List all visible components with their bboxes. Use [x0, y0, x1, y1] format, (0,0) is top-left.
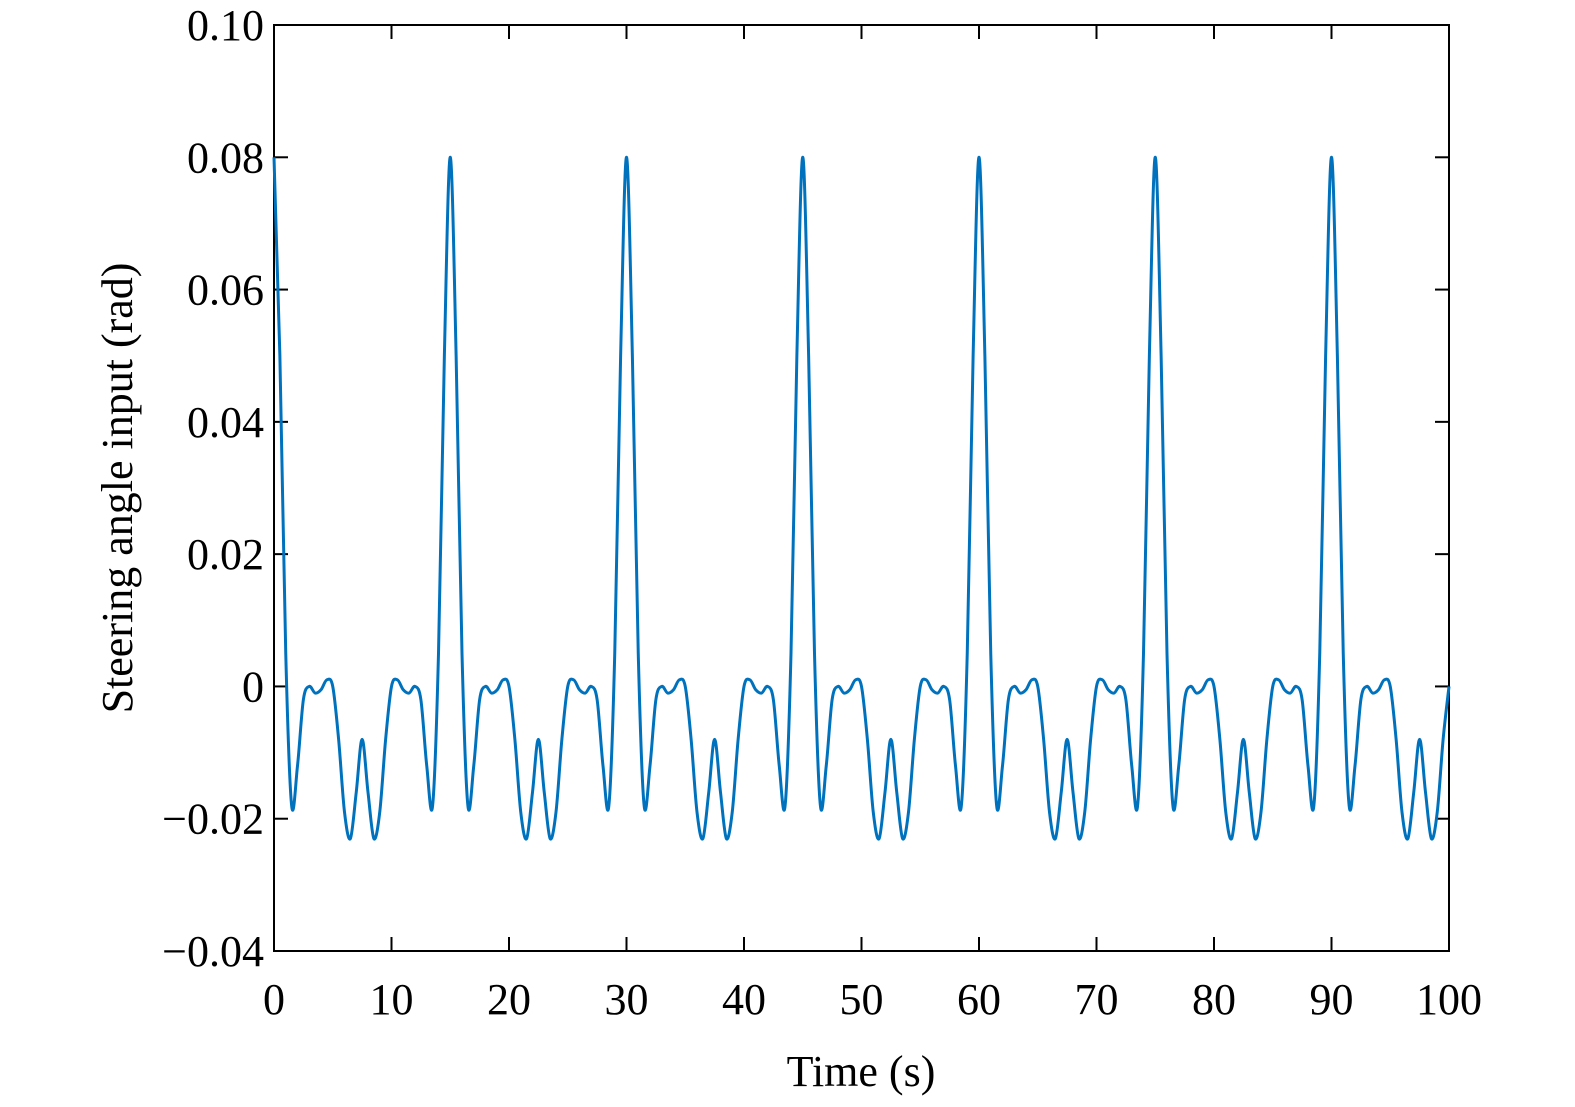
y-tick-label: 0 [242, 662, 264, 711]
x-tick-label: 100 [1416, 975, 1482, 1024]
x-tick-label: 20 [487, 975, 531, 1024]
x-axis-label: Time (s) [787, 1047, 936, 1096]
x-tick-label: 70 [1075, 975, 1119, 1024]
plot-frame [273, 24, 1450, 952]
data-line [272, 155, 1451, 841]
y-tick-label: 0.06 [187, 266, 264, 315]
y-tick-label: −0.02 [162, 795, 264, 844]
x-tick-label: 0 [263, 975, 285, 1024]
x-tick-label: 10 [370, 975, 414, 1024]
x-tick-label: 90 [1310, 975, 1354, 1024]
x-tick-label: 30 [605, 975, 649, 1024]
y-tick-label: 0.02 [187, 530, 264, 579]
y-tick-label: 0.08 [187, 133, 264, 182]
y-tick-label: 0.10 [187, 1, 264, 50]
x-tick-label: 50 [840, 975, 884, 1024]
x-tick-label: 40 [722, 975, 766, 1024]
x-tick-label: 80 [1192, 975, 1236, 1024]
x-tick-label: 60 [957, 975, 1001, 1024]
y-axis-label: Steering angle input (rad) [93, 263, 142, 714]
y-tick-label: 0.04 [187, 398, 264, 447]
y-tick-label: −0.04 [162, 927, 264, 976]
